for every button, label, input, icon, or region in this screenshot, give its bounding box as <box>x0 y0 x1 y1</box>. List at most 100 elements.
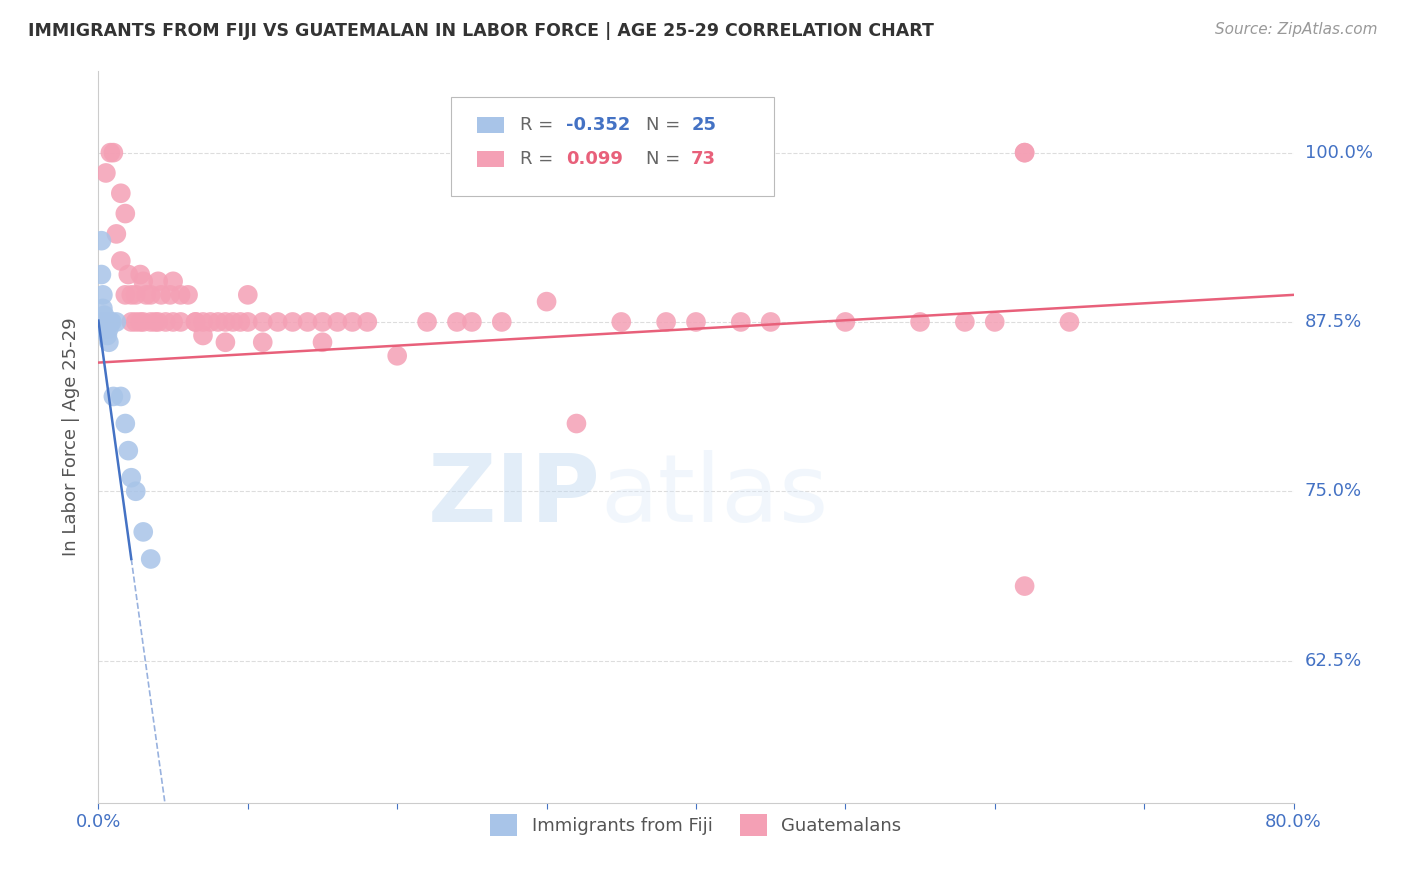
Point <box>184 315 207 329</box>
Text: Source: ZipAtlas.com: Source: ZipAtlas.com <box>1215 22 1378 37</box>
Point <box>98 315 122 329</box>
Point <box>150 288 173 302</box>
Point <box>90 268 112 282</box>
Point <box>1014 579 1036 593</box>
Point <box>759 315 782 329</box>
Point <box>110 186 132 201</box>
Point <box>120 471 142 485</box>
Point <box>94 166 117 180</box>
Point <box>117 443 139 458</box>
Point <box>177 288 200 302</box>
Point <box>1014 145 1036 160</box>
FancyBboxPatch shape <box>477 117 503 133</box>
Point <box>162 274 184 288</box>
Point <box>129 315 152 329</box>
Text: atlas: atlas <box>600 450 828 541</box>
Point <box>155 315 177 329</box>
Point <box>1014 145 1036 160</box>
Point <box>236 315 259 329</box>
Point <box>184 315 207 329</box>
Point <box>834 315 856 329</box>
FancyBboxPatch shape <box>477 151 503 167</box>
Point <box>105 227 128 241</box>
Point <box>120 315 142 329</box>
Point <box>110 389 132 403</box>
Point <box>655 315 678 329</box>
Text: -0.352: -0.352 <box>565 116 630 134</box>
Point <box>236 288 259 302</box>
Text: 25: 25 <box>692 116 716 134</box>
Text: 87.5%: 87.5% <box>1305 313 1362 331</box>
Point <box>169 315 191 329</box>
Point <box>685 315 707 329</box>
Point <box>110 254 132 268</box>
Text: ZIP: ZIP <box>427 450 600 541</box>
Point <box>120 288 142 302</box>
Point <box>143 315 166 329</box>
Point <box>326 315 349 329</box>
Point <box>908 315 931 329</box>
Point <box>132 274 155 288</box>
Point <box>214 315 236 329</box>
Point <box>125 484 148 499</box>
Point <box>1059 315 1081 329</box>
Point <box>129 268 152 282</box>
Point <box>207 315 229 329</box>
Point <box>103 145 125 160</box>
Point <box>356 315 378 329</box>
Point <box>730 315 752 329</box>
Text: N =: N = <box>645 150 686 168</box>
Point <box>984 315 1007 329</box>
Point <box>114 417 136 431</box>
Point <box>491 315 513 329</box>
Point <box>461 315 484 329</box>
Point <box>148 274 170 288</box>
Legend: Immigrants from Fiji, Guatemalans: Immigrants from Fiji, Guatemalans <box>481 805 911 845</box>
FancyBboxPatch shape <box>451 97 773 195</box>
Point <box>114 288 136 302</box>
Point <box>252 335 274 350</box>
Point <box>94 315 117 329</box>
Point <box>96 328 118 343</box>
Point <box>536 294 558 309</box>
Y-axis label: In Labor Force | Age 25-29: In Labor Force | Age 25-29 <box>62 318 80 557</box>
Point <box>385 349 409 363</box>
Text: N =: N = <box>645 116 686 134</box>
Point <box>101 315 124 329</box>
Point <box>200 315 222 329</box>
Point <box>105 315 128 329</box>
Point <box>148 315 170 329</box>
Point <box>214 335 236 350</box>
Point <box>297 315 319 329</box>
Point <box>191 328 214 343</box>
Point <box>311 335 333 350</box>
Point <box>139 288 162 302</box>
Point <box>342 315 364 329</box>
Text: R =: R = <box>520 116 560 134</box>
Point <box>610 315 633 329</box>
Point <box>125 288 148 302</box>
Point <box>281 315 304 329</box>
Point <box>162 315 184 329</box>
Point <box>311 315 333 329</box>
Point <box>446 315 468 329</box>
Point <box>125 315 148 329</box>
Point <box>159 288 181 302</box>
Text: R =: R = <box>520 150 560 168</box>
Point <box>94 322 117 336</box>
Point <box>222 315 245 329</box>
Point <box>191 315 214 329</box>
Point <box>139 315 162 329</box>
Point <box>132 315 155 329</box>
Point <box>91 301 114 316</box>
Point <box>97 315 120 329</box>
Point <box>416 315 439 329</box>
Text: 62.5%: 62.5% <box>1305 651 1362 670</box>
Point <box>267 315 290 329</box>
Point <box>97 335 120 350</box>
Point <box>169 288 191 302</box>
Point <box>96 315 118 329</box>
Text: IMMIGRANTS FROM FIJI VS GUATEMALAN IN LABOR FORCE | AGE 25-29 CORRELATION CHART: IMMIGRANTS FROM FIJI VS GUATEMALAN IN LA… <box>28 22 934 40</box>
Point <box>565 417 588 431</box>
Text: 0.099: 0.099 <box>565 150 623 168</box>
